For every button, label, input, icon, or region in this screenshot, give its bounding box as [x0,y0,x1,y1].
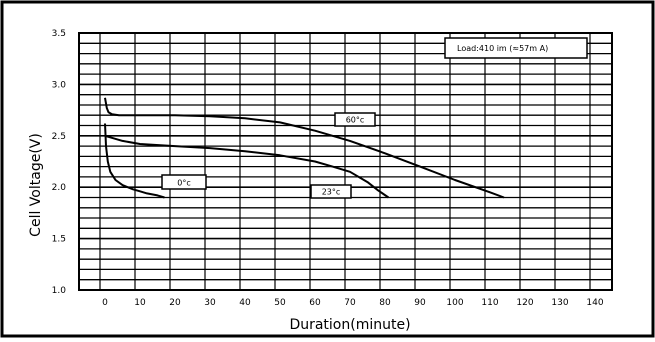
x-tick-label: 30 [204,298,216,308]
y-tick-label: 3.5 [52,29,66,39]
x-tick-label: 110 [481,298,498,308]
series-tag-label: 60°c [346,116,365,125]
x-tick-label: 130 [551,298,568,308]
x-tick-label: 40 [239,298,251,308]
x-tick-label: 140 [586,298,603,308]
x-tick-label: 90 [414,298,426,308]
y-tick-label: 1.5 [52,235,66,245]
plot-border [78,32,613,291]
series-line [104,97,505,199]
y-tick-labels: 1.0 1.5 2.0 2.5 3.0 3.5 [52,29,67,296]
legend-text: Load:410 im (≈57m A) [457,44,548,53]
x-tick-label: 10 [134,298,146,308]
x-tick-label: 60 [309,298,321,308]
x-tick-label: 120 [516,298,533,308]
series-line [104,123,165,199]
y-tick-label: 3.0 [52,80,67,90]
x-tick-label: 100 [446,298,463,308]
series-tag: 0°c [161,174,207,190]
x-tick-label: 70 [344,298,356,308]
plot-area [78,32,613,291]
series-line [104,134,390,199]
series-tag: 23°c [310,184,352,199]
y-tick-label: 2.5 [52,132,66,142]
series-tags: 60°c 23°c 0°c [161,112,376,199]
y-axis-title: Cell Voltage(V) [28,133,44,237]
x-tick-label: 20 [169,298,181,308]
x-tick-labels: 0 10 20 30 40 50 60 70 80 90 100 110 120 130 140 [102,298,604,308]
legend-box: Load:410 im (≈57m A) [444,37,588,59]
series-lines [104,97,505,199]
x-tick-label: 80 [379,298,391,308]
x-axis-title: Duration(minute) [289,317,410,333]
x-tick-label: 0 [102,298,108,308]
y-tick-label: 1.0 [52,286,67,296]
series-tag: 60°c [334,112,376,127]
y-tick-label: 2.0 [52,183,67,193]
series-tag-label: 23°c [322,188,341,197]
series-tag-label: 0°c [177,179,191,188]
grid [79,32,612,291]
x-tick-label: 50 [274,298,286,308]
